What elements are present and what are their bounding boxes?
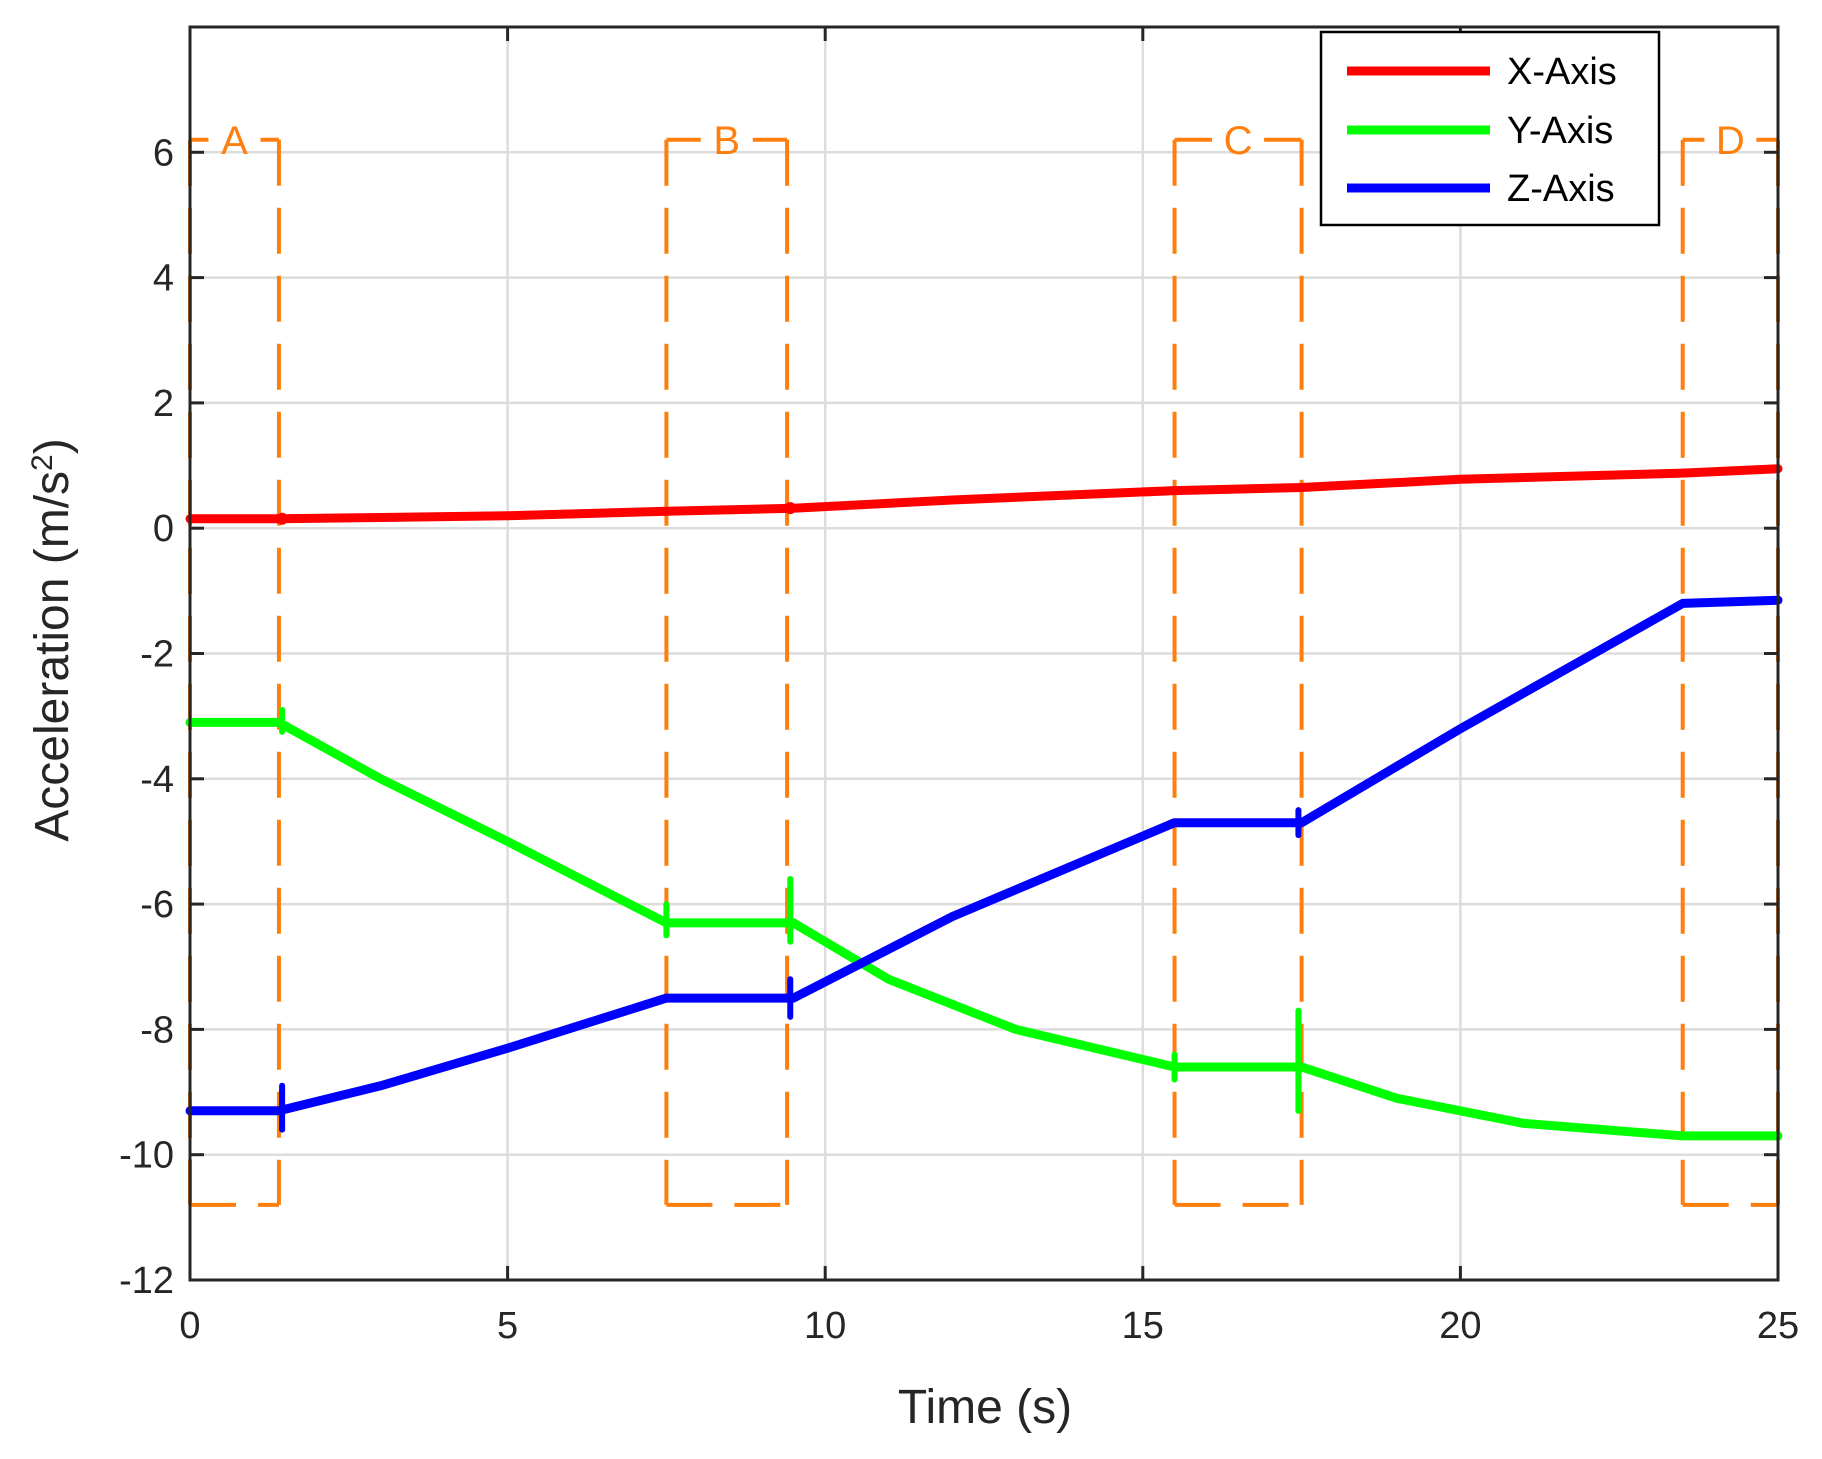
series-line-z-axis (185, 595, 1783, 1116)
y-tick-label--2: -2 (140, 634, 174, 676)
y-tick-label-2: 2 (153, 383, 174, 425)
x-tick-label-0: 0 (179, 1305, 200, 1347)
series-marker-x-axis-1 (276, 512, 289, 525)
y-tick-label--4: -4 (140, 759, 174, 801)
legend-label-z-axis: Z-Axis (1507, 168, 1615, 210)
y-axis-label: Acceleration (m/s2) (26, 438, 80, 841)
y-axis-label-superscript: 2 (26, 454, 59, 471)
region-label-d: D (1716, 119, 1745, 163)
y-tick-label--6: -6 (140, 884, 174, 926)
region-label-b: B (713, 119, 740, 163)
y-tick-labels: -12 -10 -8 -6 -4 -2 0 2 4 6 (119, 132, 174, 1302)
series-marker-x-axis-5 (784, 502, 797, 515)
series-line-x-axis (185, 464, 1783, 524)
legend-label-x-axis: X-Axis (1507, 51, 1617, 93)
x-tick-label-20: 20 (1439, 1305, 1481, 1347)
x-axis-label: Time (s) (898, 1381, 1072, 1434)
x-tick-labels: 0 5 10 15 20 25 (179, 1305, 1799, 1347)
y-tick-label--8: -8 (140, 1009, 174, 1051)
x-tick-label-25: 25 (1757, 1305, 1799, 1347)
legend: X-Axis Y-Axis Z-Axis (1319, 30, 1661, 227)
y-tick-label--12: -12 (119, 1260, 174, 1302)
y-tick-label-4: 4 (153, 258, 174, 300)
x-tick-label-10: 10 (804, 1305, 846, 1347)
x-tick-label-5: 5 (497, 1305, 518, 1347)
region-b: B (664, 119, 790, 1207)
region-label-c: C (1224, 119, 1253, 163)
y-tick-label-6: 6 (153, 132, 174, 174)
y-axis-label-end: ) (26, 438, 79, 454)
region-c: C (1172, 119, 1304, 1207)
grid (190, 27, 1778, 1280)
y-axis-label-main: Acceleration (m/s (26, 471, 79, 842)
legend-label-y-axis: Y-Axis (1507, 110, 1613, 152)
region-label-a: A (221, 119, 248, 163)
x-tick-label-15: 15 (1122, 1305, 1164, 1347)
series-line-y-axis (185, 717, 1783, 1141)
axes (188, 25, 1780, 1282)
y-tick-label-0: 0 (153, 508, 174, 550)
y-tick-label--10: -10 (119, 1135, 174, 1177)
series (185, 464, 1783, 1141)
